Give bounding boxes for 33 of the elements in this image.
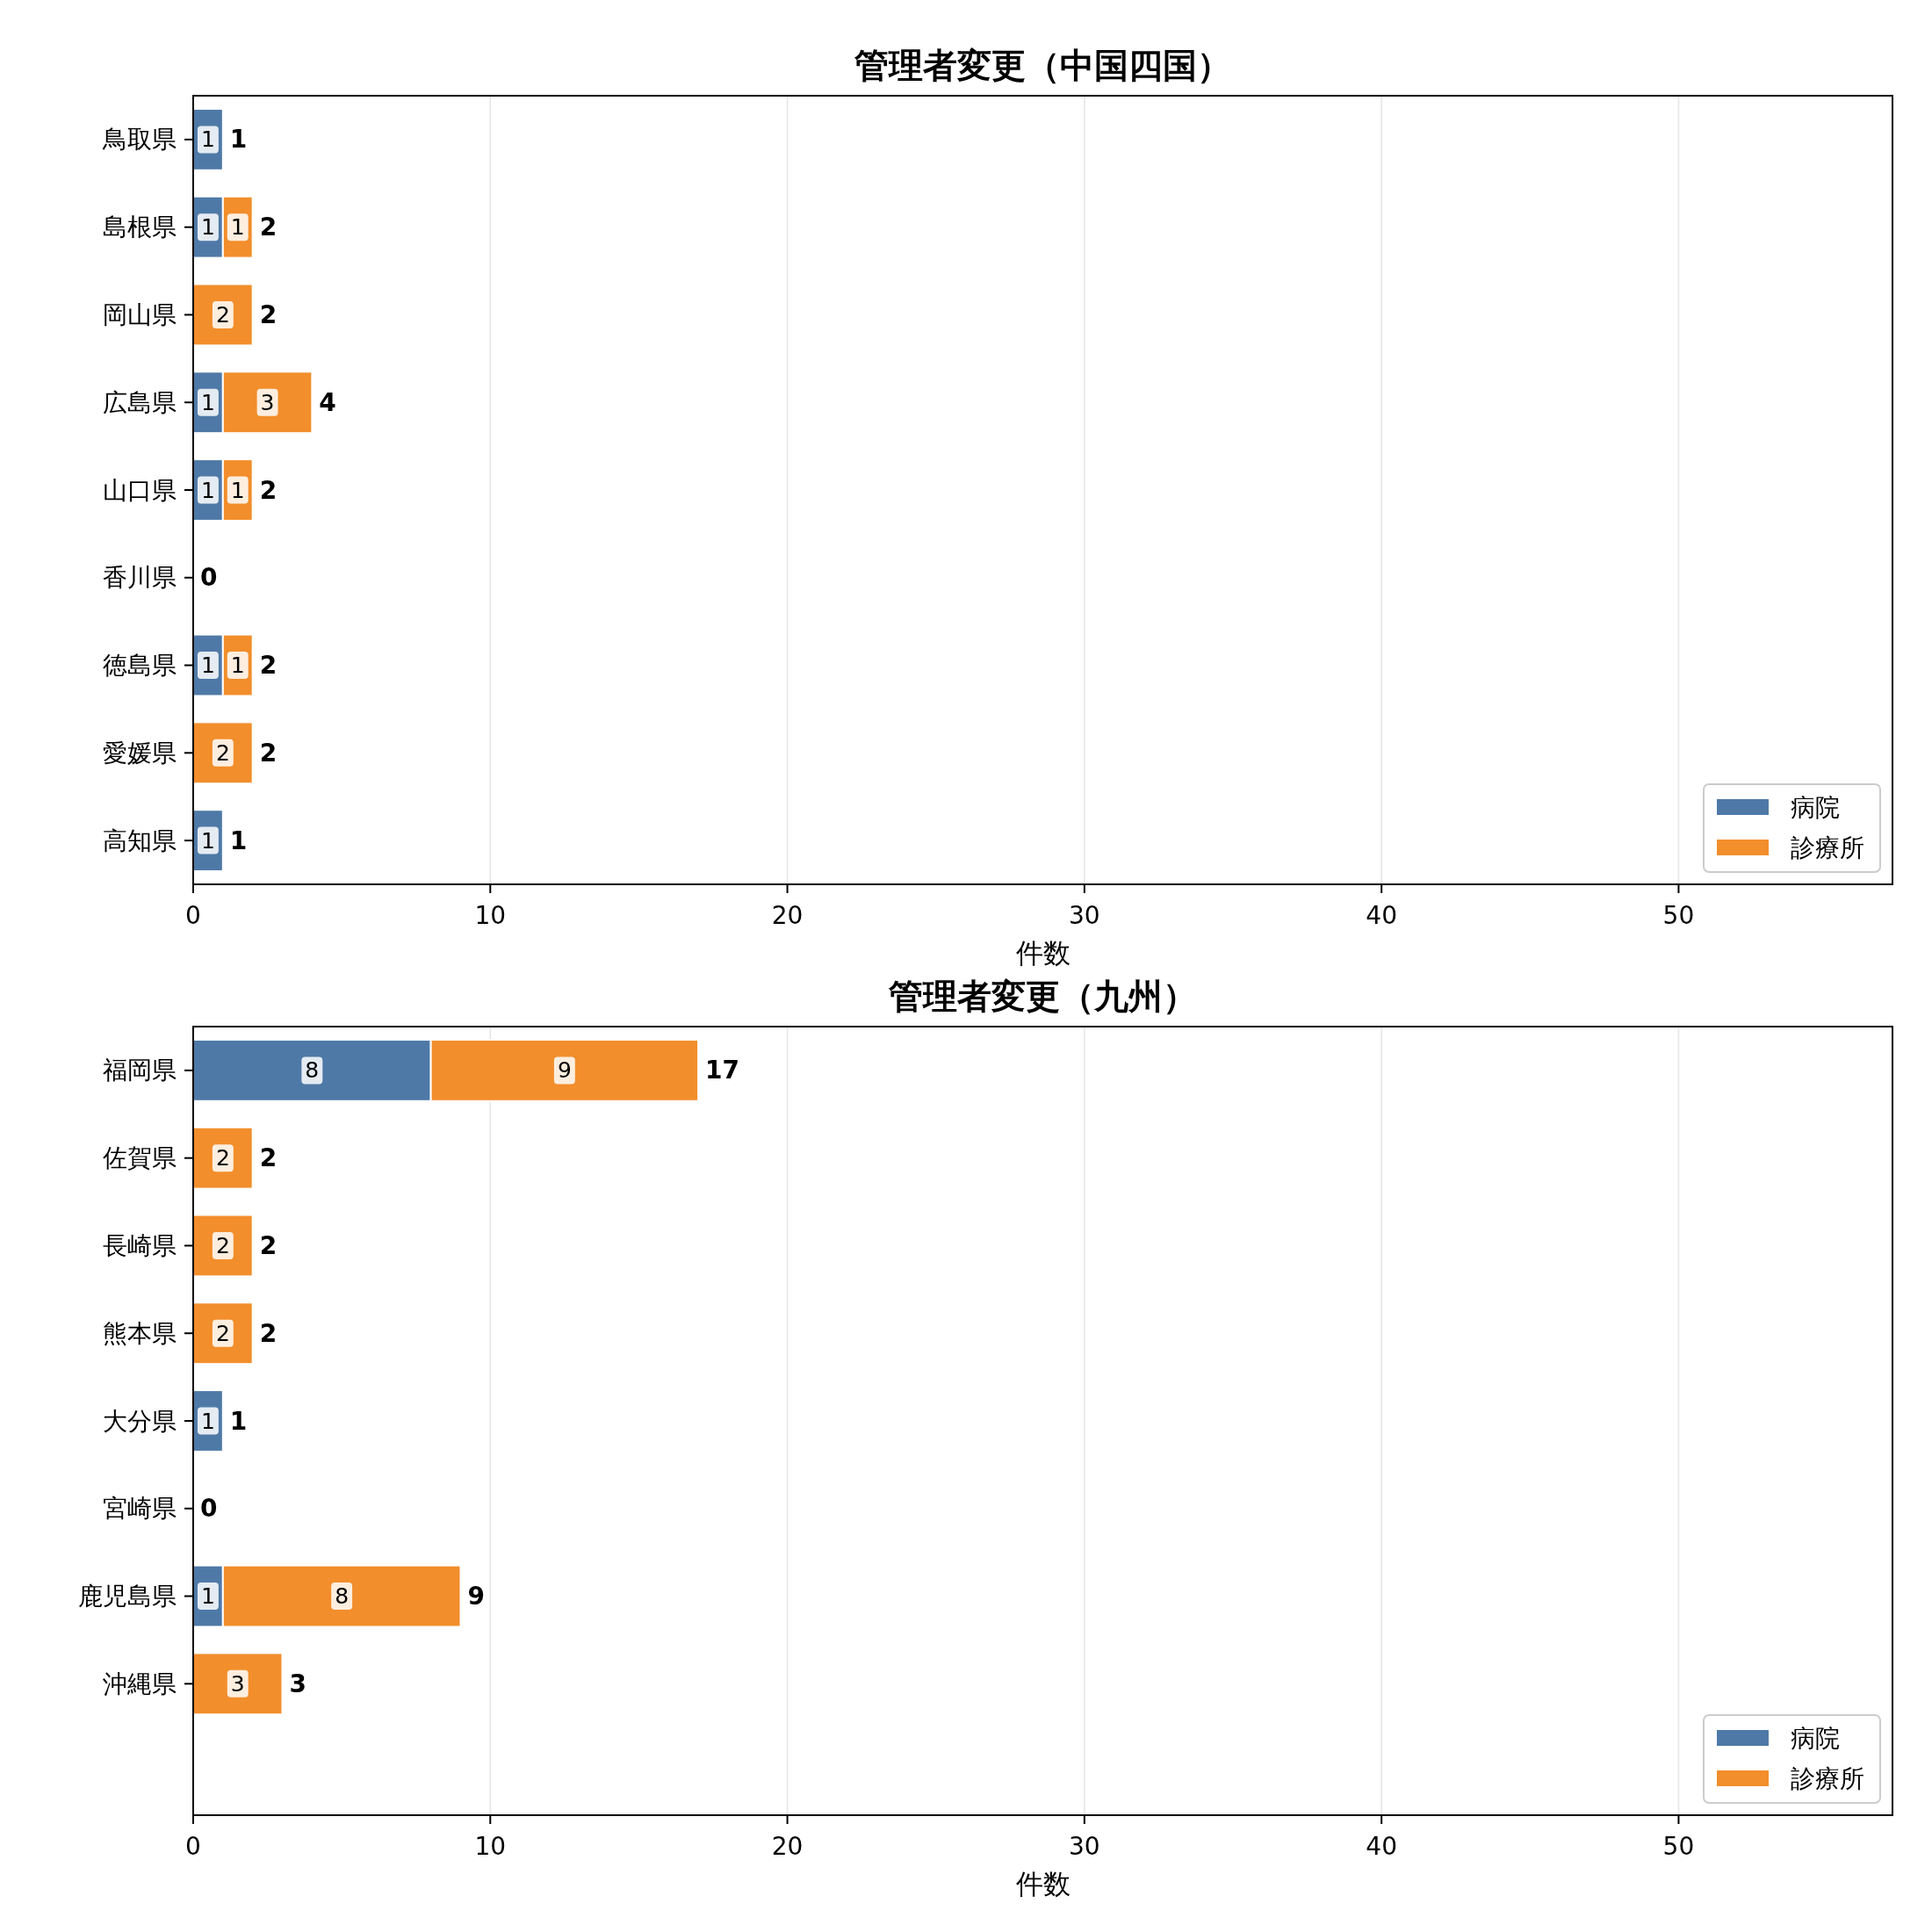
y-category: 鹿児島県 — [78, 1582, 177, 1611]
y-category: 島根県 — [103, 213, 177, 242]
x-tick: 0 — [185, 900, 201, 930]
x-tick: 20 — [771, 1831, 804, 1861]
y-category: 宮崎県 — [103, 1494, 177, 1524]
y-category: 鳥取県 — [103, 125, 177, 155]
y-category: 佐賀県 — [103, 1143, 177, 1173]
title: 管理者変更（中国四国） — [854, 45, 1231, 85]
y-category: 徳島県 — [103, 651, 177, 681]
x-tick: 40 — [1366, 900, 1397, 930]
x-tick: 30 — [1069, 900, 1100, 930]
y-category: 長崎県 — [103, 1230, 177, 1260]
y-category: 香川県 — [103, 563, 177, 593]
y-category: 山口県 — [103, 475, 177, 505]
x-tick: 0 — [185, 1831, 201, 1861]
x-tick: 30 — [1069, 1831, 1100, 1861]
y-category: 広島県 — [103, 387, 177, 417]
y-category: 熊本県 — [103, 1318, 177, 1348]
y-category: 高知県 — [103, 825, 177, 855]
x-tick: 10 — [474, 1831, 507, 1861]
y-category: 沖縄県 — [103, 1669, 177, 1698]
y-category: 愛媛県 — [103, 738, 177, 768]
y-category: 大分県 — [103, 1406, 177, 1436]
y-category: 福岡県 — [103, 1056, 177, 1085]
y-category: 岡山県 — [103, 299, 177, 329]
x-label: 件数 — [1015, 1868, 1071, 1900]
x-tick: 20 — [771, 900, 804, 930]
x-tick: 50 — [1662, 1831, 1695, 1861]
x-tick: 10 — [474, 900, 507, 930]
x-tick: 50 — [1662, 900, 1695, 930]
x-tick: 40 — [1366, 1831, 1397, 1861]
x-label: 件数 — [1015, 937, 1071, 969]
title: 管理者変更（九州） — [889, 976, 1197, 1016]
